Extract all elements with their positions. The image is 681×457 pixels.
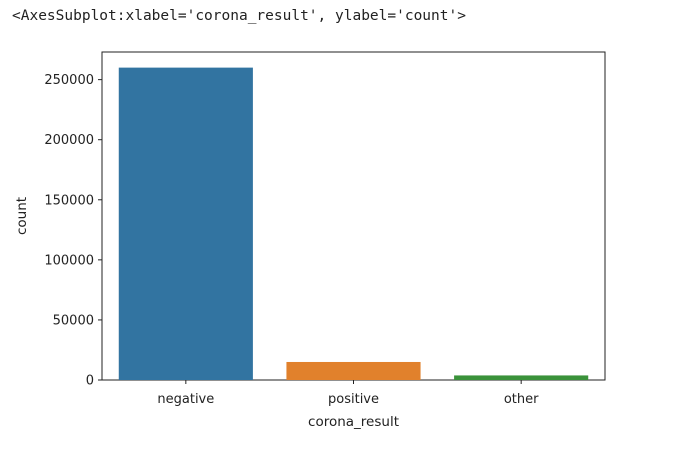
x-tick-label: other [504, 392, 539, 407]
cell-output-text: <AxesSubplot:xlabel='corona_result', yla… [12, 8, 466, 24]
y-tick-label: 100000 [44, 253, 94, 268]
y-tick-label: 50000 [53, 313, 94, 328]
y-tick-label: 200000 [44, 133, 94, 148]
x-tick-label: negative [157, 392, 214, 407]
y-tick-label: 0 [86, 374, 94, 389]
x-axis-label: corona_result [308, 414, 399, 430]
bar-other [454, 375, 589, 380]
bar-positive [286, 361, 421, 380]
x-tick-label: positive [328, 392, 379, 407]
y-axis-label: count [14, 197, 30, 235]
bar-negative [118, 67, 253, 380]
y-tick-label: 150000 [44, 193, 94, 208]
y-tick-label: 250000 [44, 73, 94, 88]
